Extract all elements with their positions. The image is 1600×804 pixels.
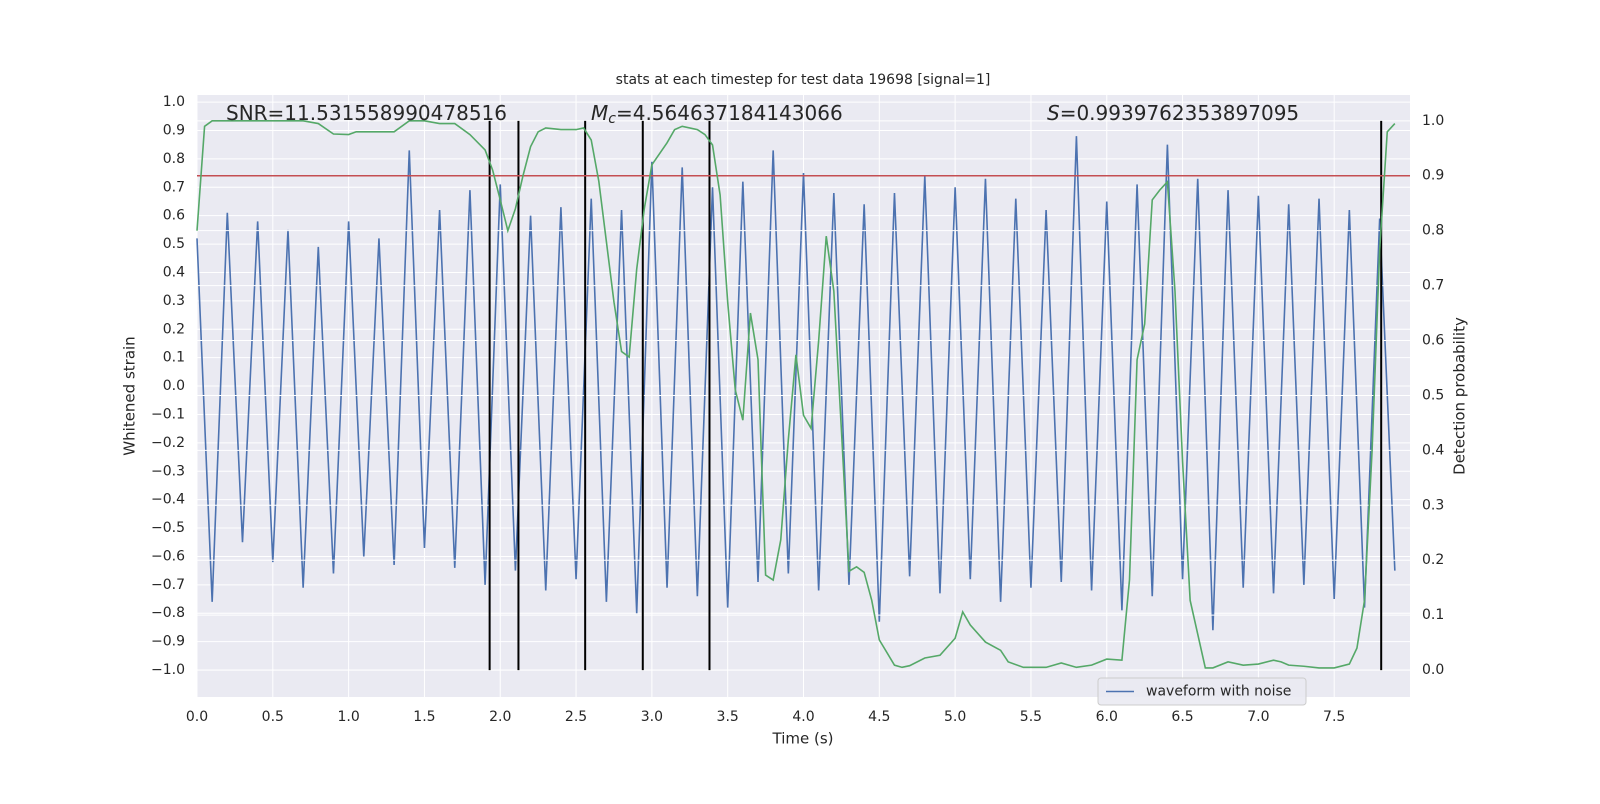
x-tick-label: 2.0 <box>489 709 511 725</box>
x-tick-label: 7.0 <box>1247 709 1269 725</box>
annotation-subscript: c <box>608 111 616 127</box>
y-axis-label: Whitened strain <box>121 336 139 455</box>
annotation-text: =4.564637184143066 <box>616 101 843 125</box>
y-tick-label: 0.4 <box>163 264 185 280</box>
annotation-text: =0.9939762353897095 <box>1060 101 1299 125</box>
y-tick-label: −0.9 <box>151 634 185 650</box>
x-tick-label: 2.5 <box>565 709 587 725</box>
y2-tick-label: 0.1 <box>1422 607 1444 623</box>
annotation: S=0.9939762353897095 <box>1047 101 1299 125</box>
y-tick-label: 0.1 <box>163 350 185 366</box>
y-tick-label: −0.1 <box>151 406 185 422</box>
chart-title: stats at each timestep for test data 196… <box>616 72 991 88</box>
y-tick-label: −0.6 <box>151 548 185 564</box>
x-tick-label: 1.5 <box>413 709 435 725</box>
x-tick-label: 0.5 <box>262 709 284 725</box>
y-tick-label: −0.5 <box>151 520 185 536</box>
y2-tick-label: 0.5 <box>1422 387 1444 403</box>
y-tick-label: 0.5 <box>163 236 185 252</box>
x-tick-label: 1.0 <box>337 709 359 725</box>
data-line <box>196 120 1396 669</box>
annotation: SNR=11.531558990478516 <box>226 101 507 125</box>
y2-tick-label: 0.9 <box>1422 168 1444 184</box>
annotation-text: SNR=11.531558990478516 <box>226 101 507 125</box>
y-tick-label: 0.7 <box>163 179 185 195</box>
y-tick-label: −1.0 <box>151 662 185 678</box>
annotation-symbol: S <box>1047 101 1060 125</box>
y-tick-label: 0.6 <box>163 208 185 224</box>
x-tick-label: 0.0 <box>186 709 208 725</box>
y2-tick-label: 0.7 <box>1422 278 1444 294</box>
x-axis-label: Time (s) <box>772 730 834 748</box>
data-line <box>196 136 1396 631</box>
x-tick-label: 6.5 <box>1171 709 1193 725</box>
y-tick-label: 0.2 <box>163 321 185 337</box>
x-tick-label: 6.0 <box>1096 709 1118 725</box>
y2-axis-label: Detection probability <box>1451 317 1469 475</box>
y2-tick-label: 0.3 <box>1422 497 1444 513</box>
y-tick-label: −0.4 <box>151 492 185 508</box>
y-tick-label: −0.7 <box>151 577 185 593</box>
y-tick-label: 0.3 <box>163 293 185 309</box>
y-tick-label: 1.0 <box>163 94 185 110</box>
y-tick-label: −0.8 <box>151 605 185 621</box>
x-tick-label: 4.5 <box>868 709 890 725</box>
y-tick-label: −0.3 <box>151 463 185 479</box>
legend-box <box>1097 677 1307 706</box>
legend-label: waveform with noise <box>1146 684 1291 700</box>
y-tick-label: 0.8 <box>163 151 185 167</box>
x-tick-label: 5.5 <box>1020 709 1042 725</box>
y-tick-label: −0.2 <box>151 435 185 451</box>
x-tick-label: 5.0 <box>944 709 966 725</box>
annotation-symbol: M <box>591 101 608 125</box>
y2-tick-label: 0.8 <box>1422 223 1444 239</box>
y2-tick-label: 0.2 <box>1422 552 1444 568</box>
x-tick-label: 4.0 <box>792 709 814 725</box>
y2-tick-label: 0.0 <box>1422 662 1444 678</box>
x-tick-label: 3.5 <box>717 709 739 725</box>
y2-tick-label: 0.6 <box>1422 333 1444 349</box>
y2-tick-label: 1.0 <box>1422 113 1444 129</box>
y-tick-label: 0.0 <box>163 378 185 394</box>
annotation: Mc=4.564637184143066 <box>591 101 843 128</box>
y2-tick-label: 0.4 <box>1422 442 1444 458</box>
y-tick-label: 0.9 <box>163 122 185 138</box>
x-tick-label: 3.0 <box>641 709 663 725</box>
x-tick-label: 7.5 <box>1323 709 1345 725</box>
